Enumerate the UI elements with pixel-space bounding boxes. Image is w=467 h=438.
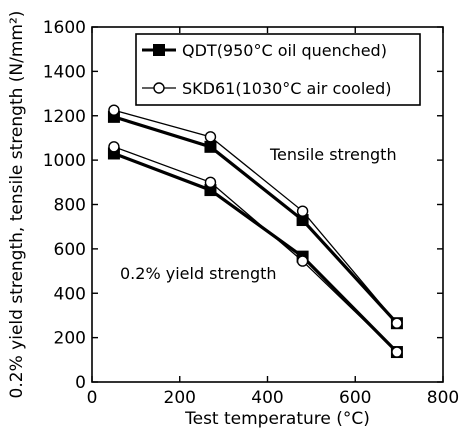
- y-tick-label: 600: [54, 240, 86, 260]
- y-tick-label: 0: [75, 373, 86, 393]
- legend-label: SKD61(1030°C air cooled): [182, 79, 392, 98]
- series-3: [108, 141, 403, 358]
- y-tick-label: 400: [54, 284, 86, 304]
- yield-strength-label: 0.2% yield strength: [120, 264, 277, 283]
- data-point: [296, 255, 309, 267]
- y-tick-label: 1400: [43, 62, 86, 82]
- x-tick-label: 800: [427, 388, 459, 408]
- tensile-strength-label: Tensile strength: [269, 145, 397, 164]
- x-axis-title: Test temperature (°C): [184, 409, 370, 429]
- legend-label: QDT(950°C oil quenched): [182, 41, 387, 60]
- y-tick-label: 200: [54, 329, 86, 349]
- data-point: [204, 131, 217, 143]
- y-tick-label: 1600: [43, 18, 86, 38]
- legend-box: [135, 33, 421, 106]
- series-2: [107, 147, 403, 359]
- x-tick-label: 600: [339, 388, 371, 408]
- x-tick-label: 400: [251, 388, 283, 408]
- data-point: [108, 141, 120, 153]
- y-tick-label: 1200: [43, 107, 86, 127]
- series-1: [108, 104, 403, 329]
- data-point: [391, 346, 403, 358]
- data-point: [108, 104, 120, 116]
- y-tick-label: 800: [54, 196, 86, 216]
- data-point: [391, 317, 403, 329]
- legend-marker-square: [153, 44, 165, 56]
- series-line: [113, 109, 398, 324]
- data-point: [296, 214, 309, 227]
- series-line: [113, 115, 399, 325]
- y-axis-title: 0.2% yield strength, tensile strength (N…: [7, 11, 27, 399]
- y-tick-label: 1000: [43, 151, 86, 171]
- legend: QDT(950°C oil quenched) SKD61(1030°C air …: [135, 33, 421, 106]
- x-tick-label: 0: [87, 388, 98, 408]
- x-tick-label: 200: [164, 388, 196, 408]
- data-point: [204, 176, 217, 189]
- data-point: [296, 205, 309, 217]
- series-line: [113, 151, 399, 354]
- legend-marker-circle: [153, 82, 165, 94]
- data-point: [204, 140, 217, 153]
- series-line: [113, 146, 398, 353]
